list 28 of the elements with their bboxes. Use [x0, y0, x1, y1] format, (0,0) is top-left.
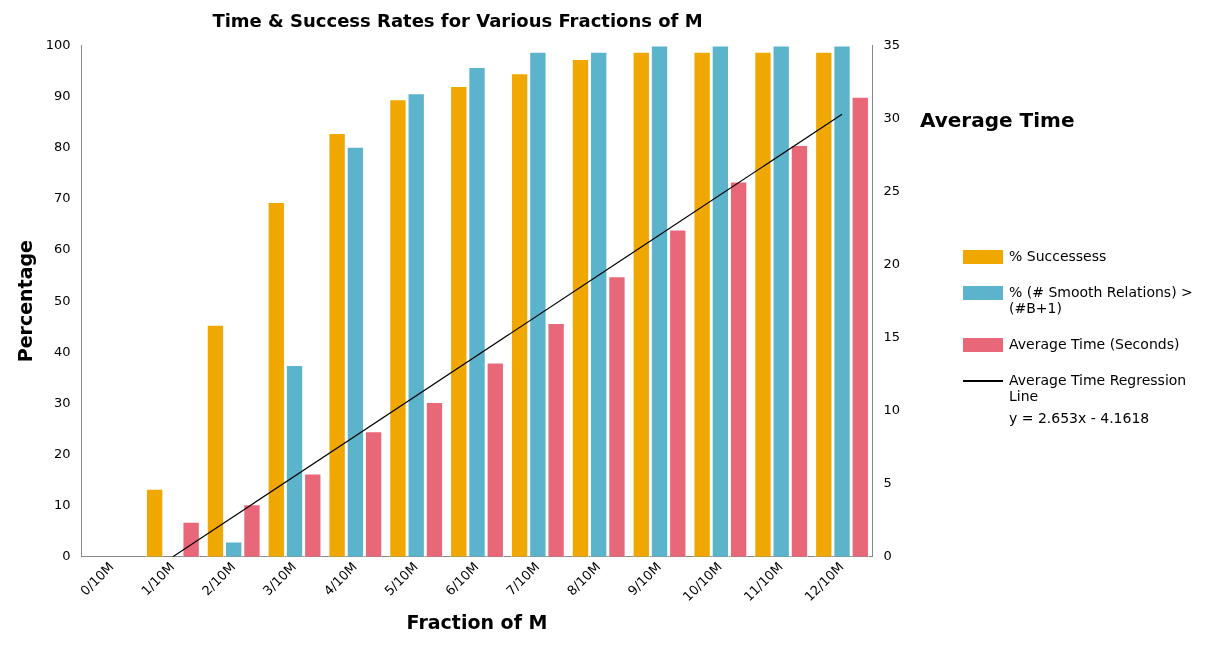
y2-tick-label: 20 — [883, 256, 900, 272]
y-tick-label: 20 — [54, 445, 71, 461]
legend-label: Average Time Regression Line — [1009, 372, 1187, 404]
y2-tick-label: 15 — [883, 329, 900, 345]
y2-tick-label: 35 — [883, 36, 900, 52]
y-tick-label: 50 — [54, 292, 71, 308]
y-tick-label: 0 — [62, 548, 71, 564]
chart-title: Time & Success Rates for Various Fractions of M — [212, 10, 703, 32]
y2-tick-label: 25 — [883, 183, 900, 199]
text: y = 2.653x - 4.1618 — [1009, 410, 1151, 426]
y-axis-title: Percentage — [14, 240, 37, 363]
y-tick-label: 10 — [54, 497, 71, 513]
y-tick-label: 30 — [54, 394, 71, 410]
legend-label: % Successess — [1009, 248, 1107, 264]
y-tick-label: 80 — [54, 139, 71, 155]
y2-axis-title: Average Time — [920, 108, 1075, 132]
legend-label: % (# Smooth Relations) > (#B+1) — [1009, 284, 1193, 316]
y-tick-label: 60 — [54, 241, 71, 257]
legend-label: Average Time (Seconds) — [1009, 336, 1180, 352]
y-tick-label: 70 — [54, 190, 71, 206]
y2-tick-label: 5 — [883, 475, 892, 491]
y2-tick-label: 10 — [883, 402, 900, 418]
y2-tick-label: 30 — [883, 110, 900, 125]
y-tick-label: 90 — [54, 88, 71, 104]
y2-tick-label: 0 — [883, 548, 892, 564]
y-tick-label: 100 — [45, 36, 71, 52]
y-tick-label: 40 — [54, 343, 71, 359]
x-axis-title: Fraction of M — [406, 610, 548, 633]
